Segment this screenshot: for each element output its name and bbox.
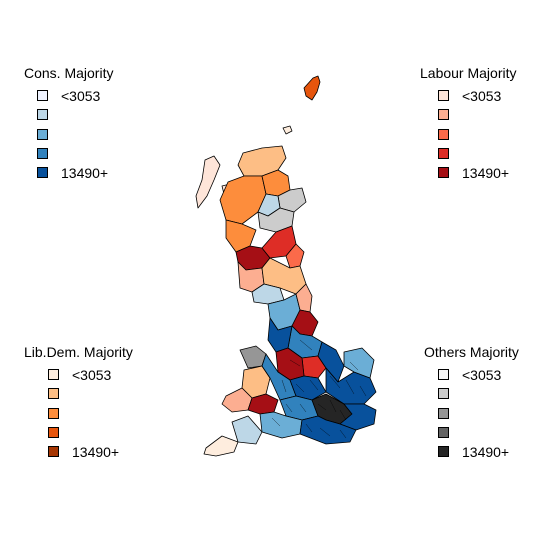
- perthshire: [257, 207, 295, 233]
- cons-majority-legend: Cons. Majority <3053 13490+: [24, 65, 113, 182]
- legend-row: <3053: [438, 86, 517, 105]
- legend-row: [438, 105, 517, 124]
- northumberland: [295, 283, 313, 313]
- legend-title: Others Majority: [424, 344, 519, 360]
- legend-label: 13490+: [72, 443, 120, 460]
- legend-swatch: [438, 128, 449, 140]
- cornwall: [203, 435, 239, 457]
- legend-row: <3053: [438, 365, 519, 384]
- legend-label: <3053: [462, 366, 502, 383]
- lothian: [285, 243, 305, 269]
- orkney-region: [282, 125, 293, 135]
- legend-row: [48, 404, 133, 423]
- legend-row: [438, 125, 517, 144]
- legend-swatch: [438, 90, 449, 102]
- legend-row: [48, 423, 133, 442]
- legend-swatch: [438, 427, 449, 439]
- legend-swatch: [37, 128, 48, 140]
- legend-row: [438, 384, 519, 403]
- legend-swatch: [48, 369, 59, 381]
- legend-row: [37, 105, 113, 124]
- legend-swatch: [37, 109, 48, 121]
- devon: [231, 415, 263, 445]
- legend-swatch: [48, 427, 59, 439]
- libdem-majority-legend: Lib.Dem. Majority <3053 13490+: [24, 344, 133, 461]
- legend-swatch: [48, 407, 59, 419]
- constituency-borders-england: [271, 339, 367, 439]
- legend-label: 13490+: [462, 443, 510, 460]
- legend-label: <3053: [72, 366, 112, 383]
- legend-swatch: [37, 167, 48, 179]
- legend-title: Lib.Dem. Majority: [24, 344, 133, 360]
- legend-row: [37, 125, 113, 144]
- shetland-region: [303, 75, 321, 101]
- legend-swatch: [438, 109, 449, 121]
- south-coast: [299, 415, 357, 445]
- norfolk-coast: [343, 347, 375, 379]
- others-majority-legend: Others Majority <3053 13490+: [424, 344, 519, 461]
- legend-row: <3053: [48, 365, 133, 384]
- legend-label: <3053: [61, 87, 101, 104]
- legend-swatch: [37, 90, 48, 102]
- legend-label: 13490+: [61, 164, 109, 181]
- east-anglia: [325, 367, 377, 405]
- legend-row: [438, 404, 519, 423]
- legend-swatch: [438, 446, 449, 458]
- legend-swatch: [48, 446, 59, 458]
- legend-row: [438, 423, 519, 442]
- legend-row: 13490+: [438, 442, 519, 461]
- essex-kent: [339, 403, 377, 431]
- legend-label: <3053: [462, 87, 502, 104]
- legend-row: 13490+: [438, 163, 517, 182]
- legend-row: <3053: [37, 86, 113, 105]
- legend-row: [438, 144, 517, 163]
- legend-swatch: [438, 369, 449, 381]
- legend-row: 13490+: [37, 163, 113, 182]
- hebrides-region: [195, 155, 221, 209]
- legend-swatch: [438, 407, 449, 419]
- legend-label: 13490+: [462, 164, 510, 181]
- legend-title: Cons. Majority: [24, 65, 114, 81]
- labour-majority-legend: Labour Majority <3053 13490+: [420, 65, 517, 182]
- legend-swatch: [438, 388, 449, 400]
- legend-swatch: [438, 148, 449, 160]
- legend-swatch: [48, 388, 59, 400]
- legend-row: 13490+: [48, 442, 133, 461]
- legend-row: [48, 384, 133, 403]
- legend-swatch: [37, 148, 48, 160]
- legend-swatch: [438, 167, 449, 179]
- legend-title: Labour Majority: [420, 65, 517, 81]
- legend-row: [37, 144, 113, 163]
